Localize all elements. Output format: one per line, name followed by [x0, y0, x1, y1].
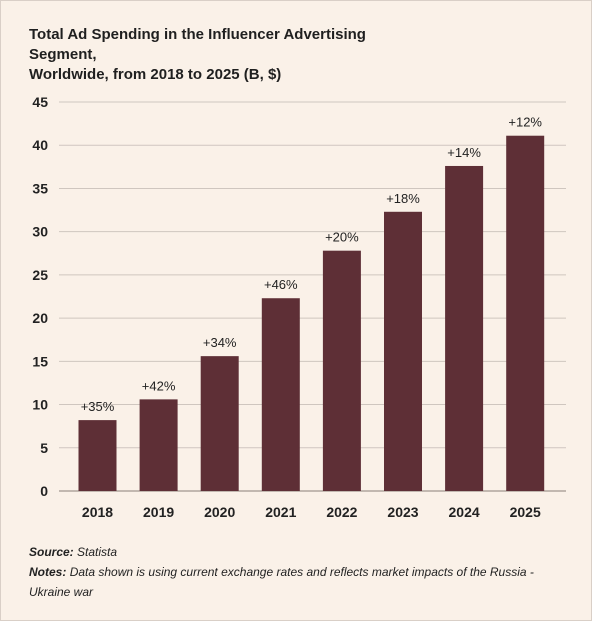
bars — [78, 135, 545, 492]
data-label: +35% — [81, 399, 115, 414]
bar — [384, 211, 422, 492]
data-labels: +35% +42% +34% +46% +20% +18% +14% +12% — [81, 115, 543, 414]
data-label: +46% — [264, 277, 298, 292]
chart-title-line-2: Worldwide, from 2018 to 2025 (B, $) — [29, 66, 282, 83]
chart-title-line-1: Total Ad Spending in the Influencer Adve… — [29, 26, 366, 63]
x-tick-label: 2024 — [449, 504, 480, 520]
y-tick-label: 25 — [32, 267, 48, 283]
x-tick-label: 2019 — [143, 504, 174, 520]
y-tick-label: 5 — [40, 440, 48, 456]
gridlines — [59, 101, 566, 492]
chart-title: Total Ad Spending in the Influencer Adve… — [29, 25, 429, 85]
y-tick-label: 10 — [32, 397, 48, 413]
bar — [506, 135, 545, 492]
source-label: Source: — [29, 545, 74, 559]
notes-line: Notes: Data shown is using current excha… — [29, 562, 569, 602]
x-tick-label: 2023 — [387, 504, 418, 520]
data-label: +20% — [325, 230, 359, 245]
y-tick-label: 45 — [32, 94, 48, 110]
y-tick-label: 30 — [32, 224, 48, 240]
data-label: +14% — [447, 145, 481, 160]
data-label: +42% — [142, 378, 176, 393]
y-tick-label: 35 — [32, 180, 48, 196]
x-axis-ticks: 2018 2019 2020 2021 2022 2023 2024 2025 — [82, 504, 541, 520]
x-tick-label: 2025 — [510, 504, 541, 520]
x-tick-label: 2018 — [82, 504, 113, 520]
x-tick-label: 2021 — [265, 504, 296, 520]
data-label: +18% — [386, 191, 420, 206]
bar — [261, 298, 300, 491]
notes-label: Notes: — [29, 565, 67, 579]
chart-footer: Source: Statista Notes: Data shown is us… — [29, 542, 569, 602]
source-text: Statista — [77, 545, 118, 559]
y-tick-label: 15 — [32, 353, 48, 369]
bar — [322, 250, 361, 491]
source-line: Source: Statista — [29, 542, 569, 562]
y-tick-label: 40 — [32, 137, 48, 153]
y-axis-ticks: 0 5 10 15 20 25 30 35 40 45 — [32, 94, 48, 499]
data-label: +34% — [203, 335, 237, 350]
bar — [139, 399, 178, 491]
y-tick-label: 0 — [40, 483, 48, 499]
x-tick-label: 2022 — [326, 504, 357, 520]
x-tick-label: 2020 — [204, 504, 235, 520]
y-tick-label: 20 — [32, 310, 48, 326]
data-label: +12% — [508, 115, 542, 130]
bar — [78, 420, 117, 491]
bar — [200, 356, 239, 491]
bar — [445, 165, 484, 492]
notes-text: Data shown is using current exchange rat… — [29, 565, 534, 599]
